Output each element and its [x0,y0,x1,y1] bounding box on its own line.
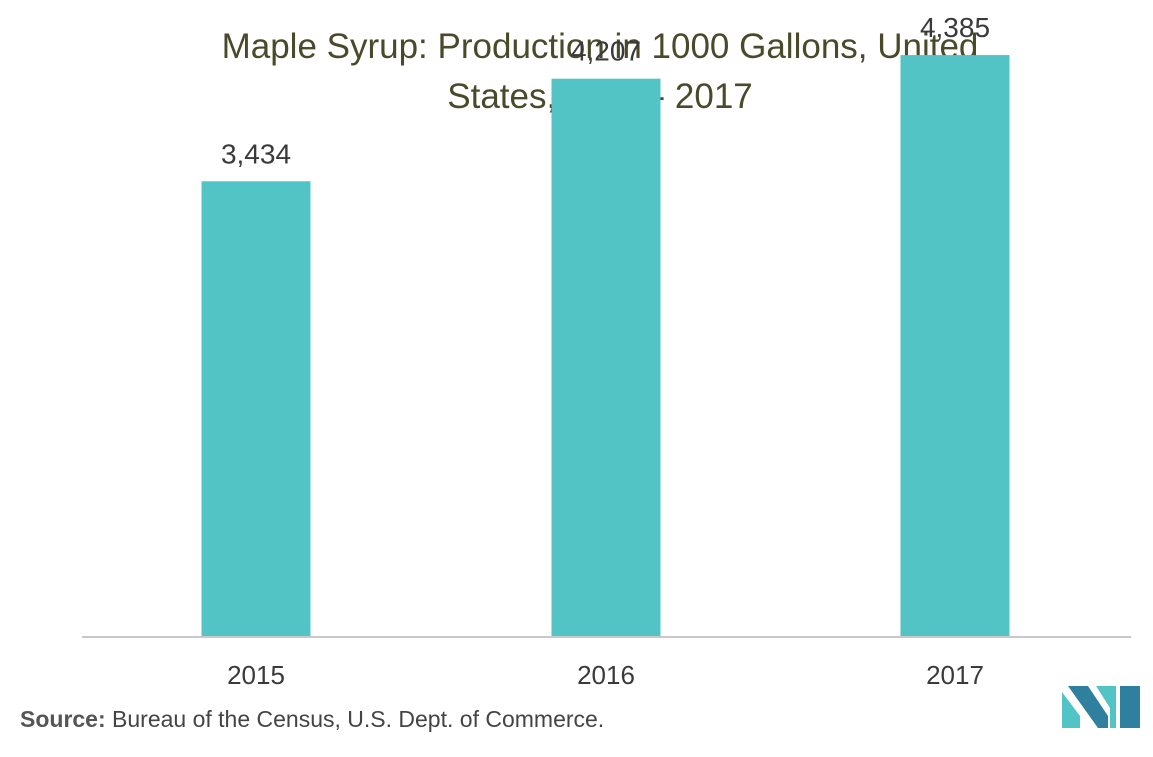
value-label-2017: 4,385 [920,12,990,43]
bar-2017 [900,55,1010,637]
x-tick-label-2015: 2015 [227,660,285,690]
logo-shape-middle [1068,686,1108,728]
logo-shape-left [1062,692,1080,728]
logo-shape-right-bar [1120,686,1140,728]
source-text: Bureau of the Census, U.S. Dept. of Comm… [105,706,605,732]
value-labels-group: 3,434 4,207 4,385 [221,12,990,169]
chart-title-line-1: Maple Syrup: Production in 1000 Gallons,… [221,27,979,66]
x-tick-label-2017: 2017 [926,660,984,690]
x-tick-labels-group: 2015 2016 2017 [227,660,984,690]
mordor-intelligence-logo-icon [1062,686,1140,728]
bars-group [201,55,1010,637]
x-tick-label-2016: 2016 [577,660,635,690]
value-label-2015: 3,434 [221,138,291,169]
value-label-2016: 4,207 [571,36,641,67]
bar-chart: 3,434 4,207 4,385 2015 2016 2017 [82,12,1131,690]
source-label: Source: [20,706,106,732]
source-note: Source: Bureau of the Census, U.S. Dept.… [20,706,604,733]
bar-2016 [551,78,661,637]
logo-shape-right-diag [1096,686,1116,728]
bar-2015 [201,181,311,637]
